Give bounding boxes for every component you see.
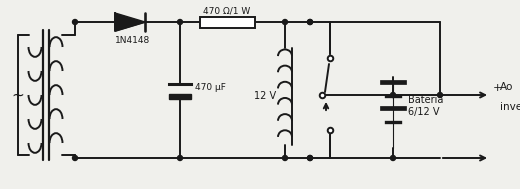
Text: inversor: inversor — [500, 102, 520, 112]
Bar — [200, 17, 255, 28]
Circle shape — [177, 156, 183, 160]
Circle shape — [282, 156, 288, 160]
Text: 470 μF: 470 μF — [195, 84, 226, 92]
Circle shape — [307, 156, 313, 160]
Circle shape — [72, 156, 77, 160]
Circle shape — [72, 19, 77, 25]
Text: 470 Ω/1 W: 470 Ω/1 W — [203, 6, 251, 15]
Text: +: + — [493, 83, 502, 93]
Text: Bateria: Bateria — [408, 95, 444, 105]
Circle shape — [307, 19, 313, 25]
Bar — [169, 94, 191, 99]
Circle shape — [437, 92, 443, 98]
Text: ~: ~ — [11, 88, 24, 102]
Circle shape — [391, 92, 396, 98]
Polygon shape — [115, 13, 145, 31]
Text: 1N4148: 1N4148 — [115, 36, 151, 45]
Text: 12 V: 12 V — [254, 91, 276, 101]
Circle shape — [307, 156, 313, 160]
Text: 6/12 V: 6/12 V — [408, 107, 439, 117]
Circle shape — [391, 156, 396, 160]
Circle shape — [307, 19, 313, 25]
Circle shape — [282, 19, 288, 25]
Circle shape — [177, 19, 183, 25]
Text: Ao: Ao — [500, 82, 513, 92]
